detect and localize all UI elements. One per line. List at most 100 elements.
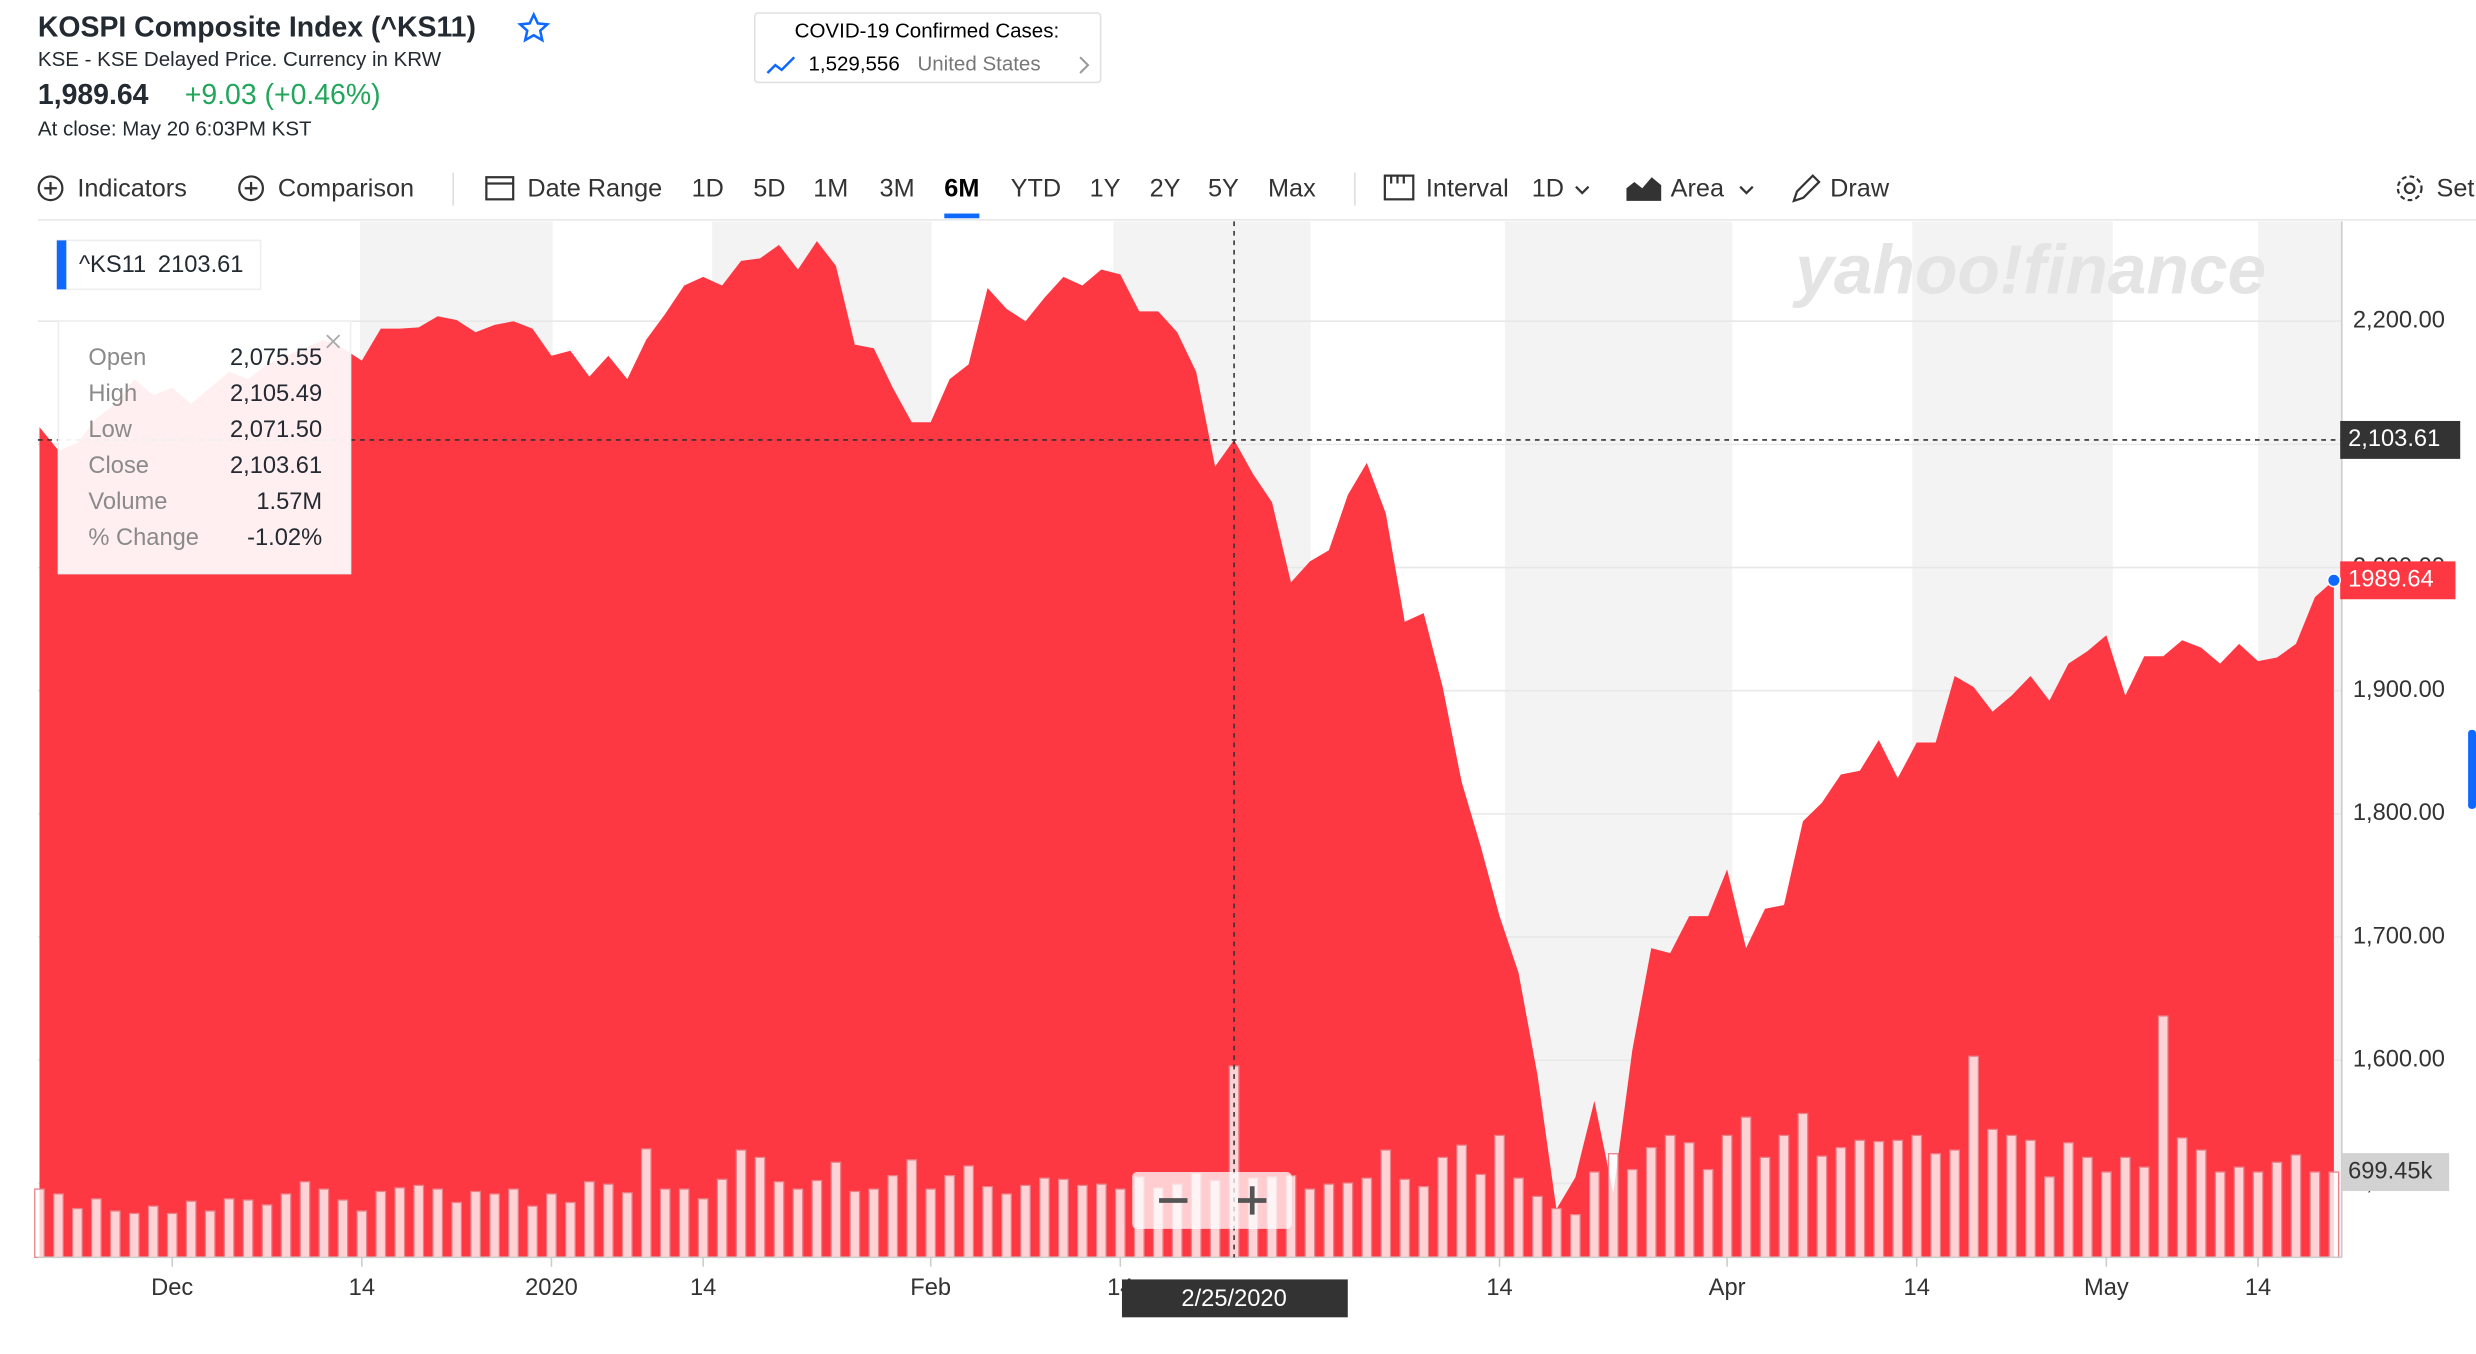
interval-icon bbox=[1383, 174, 1415, 201]
range-button[interactable]: 1D bbox=[692, 175, 724, 203]
tooltip-value: 2,075.55 bbox=[230, 345, 322, 371]
range-button[interactable]: Max bbox=[1268, 175, 1316, 203]
y-tick-label: 1,700.00 bbox=[2353, 923, 2445, 949]
volume-bar bbox=[849, 1190, 861, 1258]
draw-icon bbox=[1792, 174, 1821, 203]
tooltip-value: 2,071.50 bbox=[230, 417, 322, 443]
watchlist-star[interactable] bbox=[517, 11, 551, 43]
y-tick-label: 1,800.00 bbox=[2353, 800, 2445, 826]
toolbar-button[interactable]: Date Range bbox=[527, 175, 662, 203]
volume-bar bbox=[944, 1175, 956, 1258]
toolbar-button[interactable]: Indicators bbox=[77, 175, 186, 203]
volume-bar bbox=[166, 1212, 178, 1258]
range-button[interactable]: 2Y bbox=[1150, 175, 1181, 203]
volume-bar bbox=[1892, 1139, 1904, 1258]
interval-label[interactable]: Interval bbox=[1426, 175, 1509, 203]
crosshair-x-label: 2/25/2020 bbox=[1181, 1286, 1286, 1312]
volume-bar bbox=[1342, 1182, 1354, 1258]
volume-bar bbox=[2006, 1134, 2017, 1258]
volume-bar bbox=[2214, 1171, 2226, 1258]
volume-bar bbox=[1532, 1195, 1543, 1258]
volume-bar bbox=[565, 1201, 576, 1258]
volume-bar bbox=[811, 1179, 823, 1258]
volume-bar bbox=[1304, 1188, 1316, 1258]
indicators-icon bbox=[37, 175, 64, 202]
quote-change: +9.03 (+0.46%) bbox=[185, 79, 381, 111]
volume-bar bbox=[2157, 1015, 2169, 1258]
volume-bar bbox=[1740, 1116, 1752, 1258]
tooltip-label: High bbox=[88, 381, 137, 407]
volume-bar bbox=[375, 1190, 387, 1258]
x-tick-label: 14 bbox=[1486, 1275, 1512, 1301]
x-tick-label: 14 bbox=[690, 1275, 716, 1301]
toolbar-button[interactable]: Comparison bbox=[278, 175, 414, 203]
crosshair-x-box bbox=[1121, 1279, 1348, 1318]
tooltip-label: Open bbox=[88, 345, 146, 371]
range-button[interactable]: 1M bbox=[813, 175, 848, 203]
x-tick-label: Dec bbox=[151, 1275, 193, 1301]
covid-card[interactable]: COVID-19 Confirmed Cases: 1,529,556 Unit… bbox=[754, 12, 1102, 84]
volume-bar bbox=[2082, 1156, 2093, 1258]
indicators-icon-plus bbox=[44, 181, 57, 195]
comparison-icon-plus bbox=[244, 181, 258, 195]
settings-button[interactable]: Set bbox=[2437, 175, 2475, 203]
volume-bar bbox=[1911, 1134, 1923, 1258]
range-button[interactable]: 5Y bbox=[1208, 175, 1239, 203]
volume-bar bbox=[1513, 1177, 1524, 1258]
legend-swatch bbox=[56, 240, 67, 290]
volume-bar bbox=[1683, 1142, 1695, 1258]
range-button[interactable]: 6M bbox=[944, 175, 979, 203]
volume-bar bbox=[1702, 1168, 1714, 1258]
volume-bar bbox=[659, 1188, 671, 1258]
range-button[interactable]: 1Y bbox=[1090, 175, 1121, 203]
volume-bar bbox=[1968, 1055, 1979, 1258]
tooltip-label: Close bbox=[88, 453, 149, 479]
interval-chevron bbox=[1575, 185, 1590, 195]
volume-bar bbox=[1987, 1128, 1998, 1258]
zoom-in[interactable] bbox=[1238, 1186, 1267, 1215]
volume-bar bbox=[830, 1161, 842, 1258]
volume-bar bbox=[147, 1205, 159, 1258]
volume-bar bbox=[1456, 1144, 1467, 1258]
volume-bar bbox=[1020, 1184, 1031, 1258]
chart-type[interactable]: Area bbox=[1671, 175, 1725, 203]
volume-bar bbox=[925, 1188, 937, 1258]
zoom-box bbox=[1132, 1172, 1292, 1229]
last-price-label: 1989.64 bbox=[2348, 567, 2434, 593]
volume-bar bbox=[2309, 1171, 2321, 1258]
volume-bar bbox=[280, 1193, 292, 1258]
interval-value[interactable]: 1D bbox=[1532, 175, 1564, 203]
covid-region: United States bbox=[917, 53, 1040, 76]
watermark: yahoo!finance bbox=[1792, 230, 2266, 308]
y-tick-label: 1,600.00 bbox=[2353, 1046, 2445, 1072]
y-tick-label: 2,200.00 bbox=[2353, 307, 2445, 333]
volume-bar bbox=[1475, 1173, 1486, 1258]
volume-bar bbox=[337, 1199, 349, 1258]
range-button[interactable]: YTD bbox=[1011, 175, 1062, 203]
volume-bar bbox=[2271, 1161, 2283, 1258]
volume-bar bbox=[1854, 1139, 1866, 1258]
draw-button[interactable]: Draw bbox=[1830, 175, 1890, 203]
volume-bar bbox=[1114, 1188, 1126, 1258]
volume-bar bbox=[963, 1165, 974, 1258]
volume-bar bbox=[792, 1188, 804, 1258]
volume-bar bbox=[1607, 1153, 1619, 1258]
axes: 2,200.002,100.002,000.001,900.001,800.00… bbox=[37, 221, 2461, 1318]
volume-bar bbox=[1816, 1155, 1828, 1258]
plot bbox=[39, 241, 2334, 1258]
x-tick-label: May bbox=[2084, 1275, 2129, 1301]
tooltip-value: 2,103.61 bbox=[230, 453, 322, 479]
volume-bar bbox=[697, 1198, 709, 1258]
volume-bar bbox=[1039, 1177, 1050, 1258]
volume-bar bbox=[1095, 1183, 1107, 1258]
volume-bar bbox=[34, 1188, 45, 1258]
range-button[interactable]: 5D bbox=[753, 175, 785, 203]
tooltip-close[interactable] bbox=[326, 334, 341, 349]
legend-symbol: ^KS11 bbox=[79, 252, 146, 278]
volume-bar bbox=[640, 1148, 652, 1258]
price-area bbox=[39, 241, 2334, 1258]
volume-bar bbox=[2138, 1166, 2150, 1258]
range-button[interactable]: 3M bbox=[880, 175, 915, 203]
active-range-underline bbox=[944, 213, 980, 219]
tooltip-box bbox=[57, 320, 352, 575]
